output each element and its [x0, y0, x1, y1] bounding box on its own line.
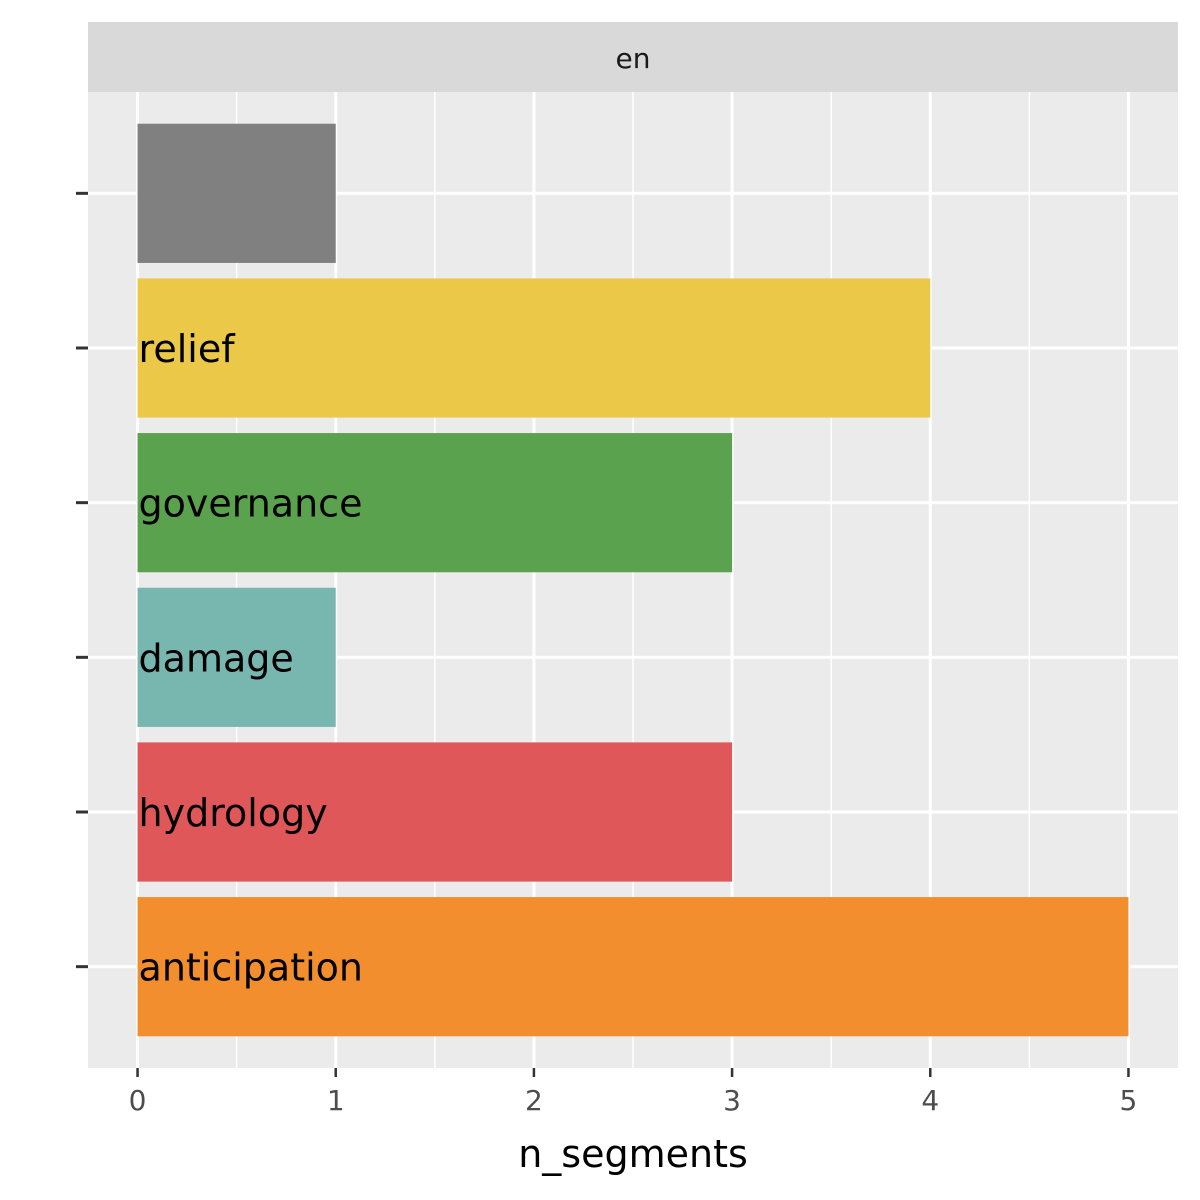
bar: [137, 897, 1129, 1037]
bars: [137, 123, 1129, 1037]
x-tick-label: 2: [525, 1084, 543, 1117]
bar: [137, 742, 733, 882]
facet-strip: [88, 22, 1178, 92]
bar: [137, 278, 931, 418]
x-tick-label: 0: [129, 1084, 147, 1117]
bar-label: anticipation: [139, 946, 363, 990]
bar-labels: relief governance damage hydrology anticipat…: [139, 327, 363, 990]
bar: [137, 587, 336, 727]
facet-label: en: [616, 42, 651, 75]
bar-label: relief: [139, 327, 237, 371]
bar: [137, 123, 336, 263]
x-axis-ticks: 0 1 2 3 4 5: [129, 1068, 1138, 1117]
x-tick-label: 5: [1120, 1084, 1138, 1117]
bar: [137, 433, 733, 573]
x-tick-label: 1: [327, 1084, 345, 1117]
x-axis-title: n_segments: [518, 1132, 748, 1176]
x-tick-label: 4: [921, 1084, 939, 1117]
bar-label: governance: [139, 482, 363, 526]
x-tick-label: 3: [723, 1084, 741, 1117]
bar-label: damage: [139, 636, 294, 680]
y-axis-ticks: [76, 191, 88, 969]
bar-label: hydrology: [139, 791, 328, 835]
